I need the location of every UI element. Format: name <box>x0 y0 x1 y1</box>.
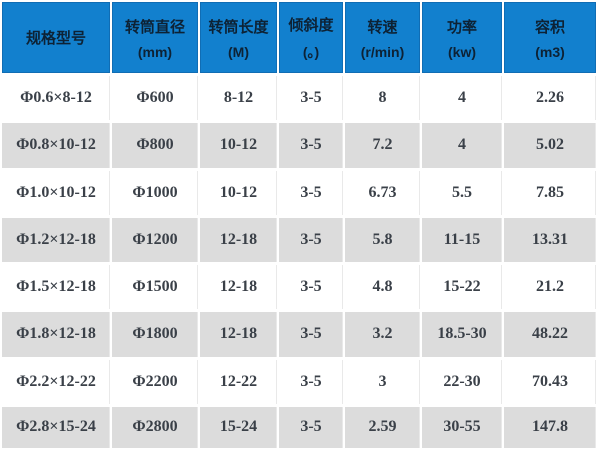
table-cell: 2.59 <box>345 406 422 448</box>
table-row: Φ2.8×15-24 Φ2800 15-24 3-5 2.59 30-55 147.8 <box>2 406 598 448</box>
table-row: Φ1.0×10-12 Φ1000 10-12 3-5 6.73 5.5 7.85 <box>2 170 598 218</box>
table-cell: 12-18 <box>200 217 279 266</box>
table-cell: 3-5 <box>279 76 345 124</box>
column-header-rotation-speed: 转速 (r/min) <box>345 2 422 76</box>
table-cell: 4 <box>422 76 504 124</box>
column-header-unit: (。) <box>302 43 320 60</box>
table-cell: 13.31 <box>504 217 598 266</box>
table-cell: 3-5 <box>279 265 345 313</box>
table-cell: 15-24 <box>200 406 279 448</box>
table-cell: 12-18 <box>200 312 279 360</box>
table-cell: 4 <box>422 123 504 171</box>
table-row: Φ0.8×10-12 Φ800 10-12 3-5 7.2 4 5.02 <box>2 123 598 171</box>
table-cell: Φ0.8×10-12 <box>2 123 112 171</box>
table-cell: 3-5 <box>279 406 345 448</box>
table-cell: Φ0.6×8-12 <box>2 76 112 124</box>
table-cell: Φ1.8×12-18 <box>2 312 112 360</box>
table-cell: 12-18 <box>200 265 279 313</box>
table-cell: Φ1200 <box>112 217 200 266</box>
column-header-label: 功率 <box>446 18 477 36</box>
table-cell: 8-12 <box>200 76 279 124</box>
table-row: Φ1.8×12-18 Φ1800 12-18 3-5 3.2 18.5-30 48.22 <box>2 312 598 360</box>
column-header-label: 转筒直径 <box>124 18 185 36</box>
table-cell: 30-55 <box>422 406 504 448</box>
column-header-unit: (mm) <box>137 43 173 60</box>
table-cell: Φ1800 <box>112 312 200 360</box>
table-cell: Φ800 <box>112 123 200 171</box>
table-cell: 6.73 <box>345 170 422 218</box>
table-cell: Φ600 <box>112 76 200 124</box>
table-cell: 18.5-30 <box>422 312 504 360</box>
table-row: Φ0.6×8-12 Φ600 8-12 3-5 8 4 2.26 <box>2 76 598 124</box>
table-cell: 5.5 <box>422 170 504 218</box>
table-cell: 147.8 <box>504 406 598 448</box>
table-cell: 2.26 <box>504 76 598 124</box>
table-cell: Φ1500 <box>112 265 200 313</box>
table-cell: 7.85 <box>504 170 598 218</box>
column-header-unit: (r/min) <box>360 43 405 60</box>
column-header-unit: (M) <box>228 43 249 60</box>
table-cell: 21.2 <box>504 265 598 313</box>
table-cell: 10-12 <box>200 170 279 218</box>
table-cell: 5.02 <box>504 123 598 171</box>
table-cell: 15-22 <box>422 265 504 313</box>
table-row: Φ1.2×12-18 Φ1200 12-18 3-5 5.8 11-15 13.31 <box>2 217 598 266</box>
table-cell: Φ1000 <box>112 170 200 218</box>
table-cell: 3-5 <box>279 359 345 407</box>
column-header-label: 倾斜度 <box>288 16 334 34</box>
table-cell: Φ2.8×15-24 <box>2 406 112 448</box>
table-cell: 3-5 <box>279 217 345 266</box>
header-row: 规格型号 转筒直径 (mm) 转筒长度 (M) 倾斜度 (。) 转速 (r <box>2 2 598 76</box>
column-header-label: 转筒长度 <box>208 18 269 36</box>
table-cell: 3-5 <box>279 170 345 218</box>
column-header-label: 转速 <box>367 18 398 36</box>
table-cell: Φ1.5×12-18 <box>2 265 112 313</box>
table-body: Φ0.6×8-12 Φ600 8-12 3-5 8 4 2.26 Φ0.8×10-12 Φ800… <box>2 76 598 448</box>
column-header-label: 容积 <box>534 18 565 36</box>
table-cell: 48.22 <box>504 312 598 360</box>
table-row: Φ2.2×12-22 Φ2200 12-22 3-5 3 22-30 70.43 <box>2 359 598 407</box>
column-header-unit: (m3) <box>535 43 565 60</box>
table-row: Φ1.5×12-18 Φ1500 12-18 3-5 4.8 15-22 21.2 <box>2 265 598 313</box>
table-cell: 3-5 <box>279 312 345 360</box>
table-cell: Φ1.2×12-18 <box>2 217 112 266</box>
column-header-model: 规格型号 <box>2 2 112 76</box>
table-cell: 11-15 <box>422 217 504 266</box>
table-cell: 8 <box>345 76 422 124</box>
table-cell: 22-30 <box>422 359 504 407</box>
column-header-unit: (kw) <box>448 43 476 60</box>
table-cell: 70.43 <box>504 359 598 407</box>
column-header-volume: 容积 (m3) <box>504 2 598 76</box>
table-cell: 7.2 <box>345 123 422 171</box>
column-header-drum-diameter: 转筒直径 (mm) <box>112 2 200 76</box>
table-cell: 3-5 <box>279 123 345 171</box>
table-cell: Φ2.2×12-22 <box>2 359 112 407</box>
table-cell: 4.8 <box>345 265 422 313</box>
table-cell: 5.8 <box>345 217 422 266</box>
table-cell: Φ2800 <box>112 406 200 448</box>
table-cell: Φ2200 <box>112 359 200 407</box>
column-header-drum-length: 转筒长度 (M) <box>200 2 279 76</box>
column-header-power: 功率 (kw) <box>422 2 504 76</box>
table-cell: 10-12 <box>200 123 279 171</box>
table-cell: 3.2 <box>345 312 422 360</box>
table-header: 规格型号 转筒直径 (mm) 转筒长度 (M) 倾斜度 (。) 转速 (r <box>2 2 598 76</box>
table-cell: 3 <box>345 359 422 407</box>
table-cell: Φ1.0×10-12 <box>2 170 112 218</box>
column-header-label: 规格型号 <box>25 30 86 47</box>
table-cell: 12-22 <box>200 359 279 407</box>
column-header-inclination: 倾斜度 (。) <box>279 2 345 76</box>
